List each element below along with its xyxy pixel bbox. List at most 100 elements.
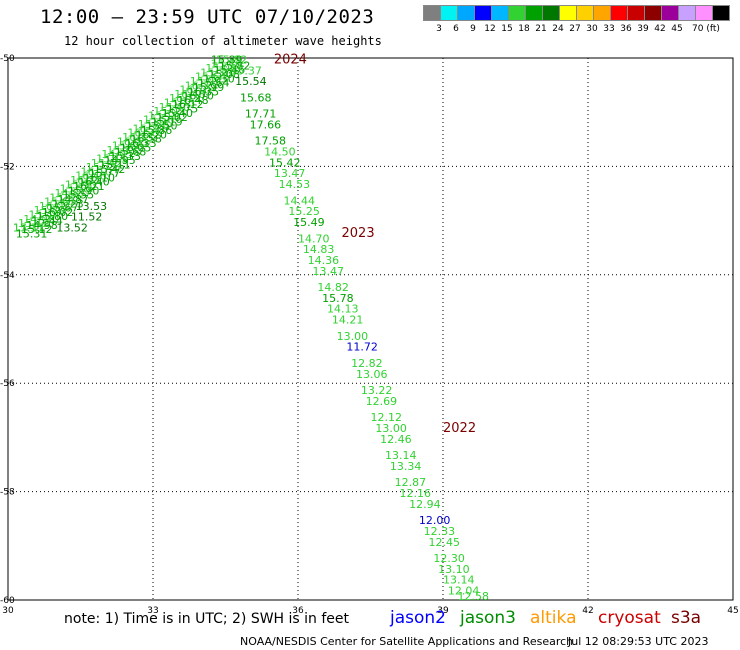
dense-track-label: 14.95 <box>101 148 133 161</box>
colorbar-label: 21 <box>535 24 547 34</box>
wave-height-label: 13.06 <box>356 368 388 381</box>
dense-track-label: 15.02 <box>153 105 185 118</box>
dense-track-label: 16.35 <box>188 85 220 98</box>
dense-track-label: 15.19 <box>148 109 180 122</box>
wave-height-label: 12.45 <box>429 536 461 549</box>
satellite-label-jason2: jason2 <box>390 608 446 628</box>
dense-track-label: 16.35 <box>185 79 217 92</box>
dense-track-label: 15.12 <box>21 223 52 236</box>
wave-height-label: 17.66 <box>250 118 282 131</box>
wave-height-label: 12.33 <box>424 525 456 538</box>
dense-track-label: 15.77 <box>89 167 121 180</box>
dense-track-label: 16.12 <box>172 98 204 111</box>
dense-track-label: 14.98 <box>26 219 58 232</box>
wave-height-label: 12.58 <box>458 590 490 603</box>
dense-track-label: 15.11 <box>99 159 131 172</box>
x-tick-label: 30 <box>2 606 14 616</box>
wave-height-label: 14.83 <box>303 243 335 256</box>
hour-label: 2022 <box>443 421 476 436</box>
wave-height-label: 13.34 <box>390 460 422 473</box>
wave-height-label: 13.53 <box>76 200 108 213</box>
colorbar-label: 18 <box>518 24 530 34</box>
dense-track-label: 16.40 <box>75 170 107 183</box>
colorbar-label: 70 (ft) <box>692 24 720 34</box>
dense-track-label: 16.20 <box>136 128 168 141</box>
dense-track-label: 15.40 <box>159 101 191 114</box>
wave-height-label: 14.36 <box>308 254 340 267</box>
wave-height-label: 17.71 <box>245 108 276 121</box>
dense-track-label: 15.50 <box>146 120 178 133</box>
dense-track-label: 15.80 <box>34 204 66 217</box>
wave-height-label: 14.44 <box>284 194 316 207</box>
chart-subtitle: 12 hour collection of altimeter wave hei… <box>64 34 382 48</box>
dense-track-label: 15.75 <box>164 97 196 110</box>
dense-track-label: 14.87 <box>54 187 86 200</box>
wave-height-label: 15.68 <box>240 91 272 104</box>
wave-height-label: 13.22 <box>361 384 393 397</box>
dense-track-label: 15.31 <box>16 227 48 240</box>
dense-track-label: 15.50 <box>143 114 175 127</box>
dense-track-label: 16.10 <box>81 165 113 178</box>
dense-track-label: 15.67 <box>47 202 79 215</box>
dense-track-label: 16.70 <box>179 84 211 97</box>
wave-height-label: 13.14 <box>385 449 417 462</box>
wave-height-label: 14.50 <box>264 146 296 159</box>
dense-track-label: 15.42 <box>91 157 123 170</box>
dense-track-label: 15.46 <box>211 58 243 71</box>
dense-track-label: 15.55 <box>63 189 95 202</box>
dense-track-label: 15.82 <box>219 59 251 72</box>
wave-height-label: 13.00 <box>337 330 369 343</box>
credit-text: NOAA/NESDIS Center for Satellite Applica… <box>240 635 574 648</box>
colorbar-label: 6 <box>453 24 459 34</box>
dense-track-label: 15.64 <box>198 77 230 90</box>
wave-height-label: 15.89 <box>211 53 243 66</box>
wave-height-label: 12.00 <box>419 514 451 527</box>
dense-track-label: 15.11 <box>96 153 128 166</box>
y-tick-label: -58 <box>0 488 15 498</box>
colorbar-label: 45 <box>671 24 683 34</box>
dense-track-label: 16.58 <box>130 133 162 146</box>
hour-label: 2023 <box>342 226 375 241</box>
wave-height-label: 11.52 <box>71 211 103 224</box>
dense-track-label: 15.23 <box>49 191 80 204</box>
dense-track-label: 16.02 <box>42 206 74 219</box>
dense-track-label: 16.48 <box>174 88 206 101</box>
y-tick-label: -54 <box>0 271 15 281</box>
x-tick-label: 39 <box>437 606 449 616</box>
x-tick-label: 36 <box>292 606 304 616</box>
wave-height-label: 13.00 <box>375 422 407 435</box>
wave-height-label: 15.49 <box>293 216 325 229</box>
dense-track-label: 16.40 <box>78 176 110 189</box>
wave-height-label: 15.54 <box>235 75 267 88</box>
wave-height-label: 12.04 <box>448 585 480 598</box>
dense-track-label: 16.05 <box>117 135 149 148</box>
footer-note: note: 1) Time is in UTC; 2) SWH is in fe… <box>64 611 350 627</box>
x-tick-label: 33 <box>147 606 158 616</box>
dense-track-label: 15.99 <box>193 81 225 94</box>
timestamp-text: Jul 12 08:29:53 UTC 2023 <box>568 635 709 648</box>
wave-height-label: 14.13 <box>327 303 359 316</box>
colorbar-label: 42 <box>654 24 666 34</box>
colorbar-label: 39 <box>637 24 649 34</box>
dense-track-label: 15.30 <box>203 72 235 85</box>
dense-track-label: 15.44 <box>28 209 59 222</box>
colorbar-swatch <box>712 5 730 21</box>
x-tick-label: 45 <box>727 606 738 616</box>
dense-track-label: 16.21 <box>70 174 102 187</box>
colorbar-label: 15 <box>501 24 513 34</box>
wave-height-label: 12.94 <box>409 498 441 511</box>
wave-height-label: 14.21 <box>332 314 364 327</box>
wave-height-label: 13.47 <box>313 265 345 278</box>
dense-track-label: 14.98 <box>23 213 55 226</box>
wave-height-label: 15.42 <box>269 156 301 169</box>
wave-height-label: 12.16 <box>400 487 432 500</box>
y-tick-label: -50 <box>0 54 15 64</box>
dense-track-label: 15.12 <box>18 217 49 230</box>
colorbar-label: 9 <box>470 24 476 34</box>
dense-track-label: 16.33 <box>125 137 156 150</box>
dense-track-label: 15.86 <box>141 124 173 137</box>
dense-track-label: 15.90 <box>65 178 97 191</box>
dense-track-label: 15.23 <box>52 197 83 210</box>
dense-track-label: 15.44 <box>31 215 62 228</box>
wave-height-label: 17.17 <box>13 221 45 234</box>
